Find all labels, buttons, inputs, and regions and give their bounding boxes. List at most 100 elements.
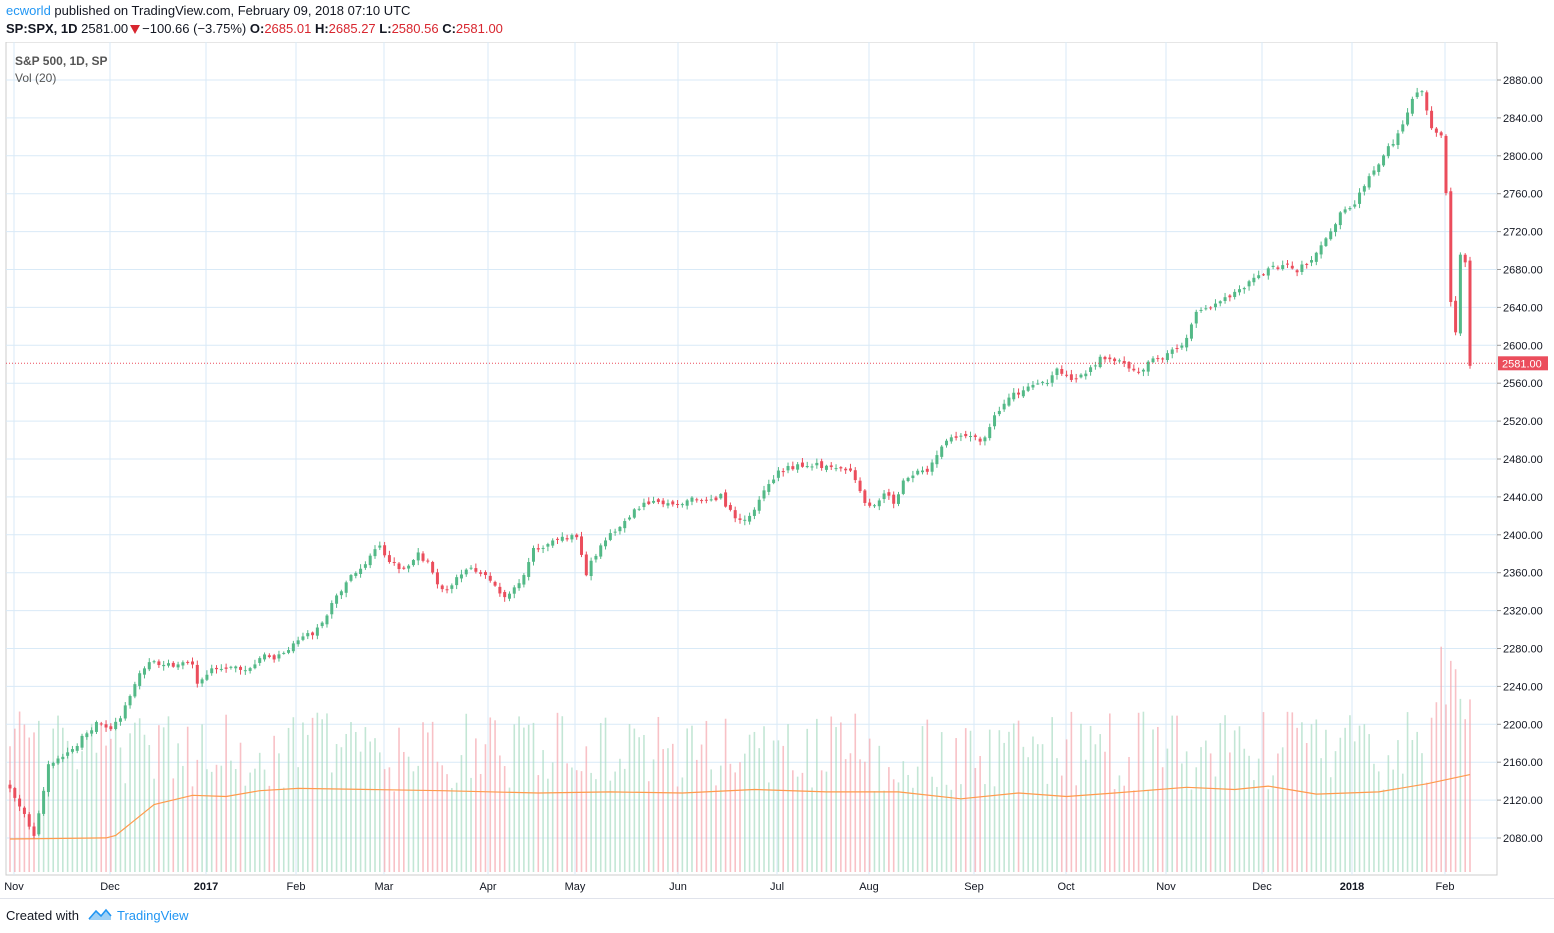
volume-bar	[1181, 763, 1183, 872]
candle-body	[642, 502, 646, 508]
volume-bar	[998, 730, 1001, 872]
volume-bar	[138, 718, 141, 872]
candle-body	[1069, 374, 1073, 380]
volume-bar	[1325, 729, 1327, 872]
volume-bar	[1233, 730, 1236, 872]
author-link[interactable]: ecworld	[6, 3, 51, 18]
candle-body	[1386, 146, 1390, 157]
candle-body	[1271, 265, 1275, 267]
volume-bar	[657, 716, 660, 872]
candle-body	[872, 505, 876, 507]
volume-bar	[422, 722, 424, 872]
candle-body	[1117, 360, 1121, 362]
candle-body	[892, 494, 896, 504]
time-axis[interactable]: Nov Dec 2017 Feb Mar Apr May Jun Jul Aug Sep Oct Nov…	[4, 881, 1454, 893]
volume-bar	[1349, 715, 1351, 872]
candle-body	[373, 549, 377, 557]
volume-bar	[729, 763, 732, 872]
open-label: O:	[249, 21, 265, 36]
candle-body	[1045, 383, 1049, 385]
candle-body	[762, 490, 766, 499]
candle-body	[263, 654, 267, 660]
tradingview-logo-icon[interactable]	[88, 907, 112, 923]
candle-body	[1093, 365, 1097, 367]
volume-bar	[1036, 744, 1039, 872]
volume-bar	[662, 749, 664, 872]
volume-bar	[792, 770, 794, 872]
volume-bar	[1104, 751, 1106, 872]
candle-body	[118, 718, 122, 722]
volume-bar	[129, 733, 131, 872]
candle-body	[757, 499, 761, 511]
volume-bar	[158, 725, 160, 872]
volume-bar	[292, 717, 295, 872]
candle-body	[580, 536, 584, 555]
candle-body	[1420, 91, 1424, 93]
volume-bar	[955, 738, 957, 872]
candle-body	[709, 499, 713, 501]
candle-body	[628, 517, 632, 520]
volume-bar	[451, 787, 453, 872]
candle-body	[152, 661, 156, 663]
candle-body	[1026, 386, 1030, 391]
candle-body	[306, 633, 310, 637]
candle-body	[493, 581, 497, 586]
candle-body	[877, 500, 881, 507]
volume-bar	[1051, 717, 1053, 872]
candle-body	[128, 696, 132, 706]
volume-bar	[1152, 729, 1154, 872]
candle-body	[450, 585, 454, 589]
candle-body	[1329, 231, 1333, 240]
candle-body	[109, 726, 113, 730]
tradingview-brand[interactable]: TradingView	[117, 908, 189, 923]
volume-bar	[1464, 719, 1466, 872]
volume-bar	[52, 728, 55, 872]
volume-bar	[1137, 712, 1140, 872]
x-tick-label: Sep	[964, 881, 984, 893]
candle-body	[1156, 358, 1160, 360]
candle-body	[1084, 373, 1088, 377]
candle-body	[166, 663, 170, 666]
x-tick-label: Mar	[375, 881, 394, 893]
volume-bar	[86, 730, 88, 872]
price-axis[interactable]: 2080.00 2120.00 2160.00 2200.00 2240.00 2280.…	[1497, 75, 1543, 845]
volume-bar	[1425, 782, 1428, 872]
volume-bar	[81, 751, 83, 872]
candle-body	[829, 465, 833, 468]
volume-indicator-label: Vol (20)	[15, 71, 56, 85]
candle-body	[272, 655, 276, 660]
volume-bar	[1056, 758, 1058, 872]
volume-bar	[1353, 741, 1356, 872]
candle-body	[291, 643, 295, 652]
candle-body	[464, 569, 468, 575]
volume-bar	[1454, 669, 1457, 872]
x-tick-label: Nov	[4, 881, 24, 893]
candle-body	[858, 480, 862, 492]
volume-bar	[1315, 719, 1318, 872]
candle-body	[834, 468, 838, 470]
volume-bar	[66, 740, 69, 872]
volume-bar	[1272, 775, 1274, 872]
candle-body	[570, 535, 574, 540]
candle-body	[1242, 288, 1246, 290]
candle-body	[488, 575, 492, 581]
candle-body	[1468, 260, 1472, 366]
high-label: H:	[314, 21, 329, 36]
volume-bar	[547, 778, 549, 872]
candlestick-chart[interactable]: 2581.00 2080.00 2120.00 2160.00 2200.00 2240…	[0, 42, 1554, 898]
candle-body	[8, 784, 12, 789]
volume-bar	[1065, 739, 1068, 872]
volume-bar	[393, 791, 396, 872]
candle-body	[1141, 369, 1145, 372]
candle-body	[440, 585, 444, 590]
candle-body	[1017, 392, 1021, 395]
candle-body	[1079, 374, 1083, 378]
candle-body	[1146, 361, 1150, 372]
volume-bar	[1267, 789, 1270, 872]
candle-body	[599, 545, 603, 557]
volume-bar	[859, 759, 861, 872]
volume-bar	[215, 764, 218, 872]
volume-bar	[326, 713, 328, 872]
y-tick-label: 2680.00	[1503, 265, 1543, 277]
volume-bar	[201, 724, 203, 872]
